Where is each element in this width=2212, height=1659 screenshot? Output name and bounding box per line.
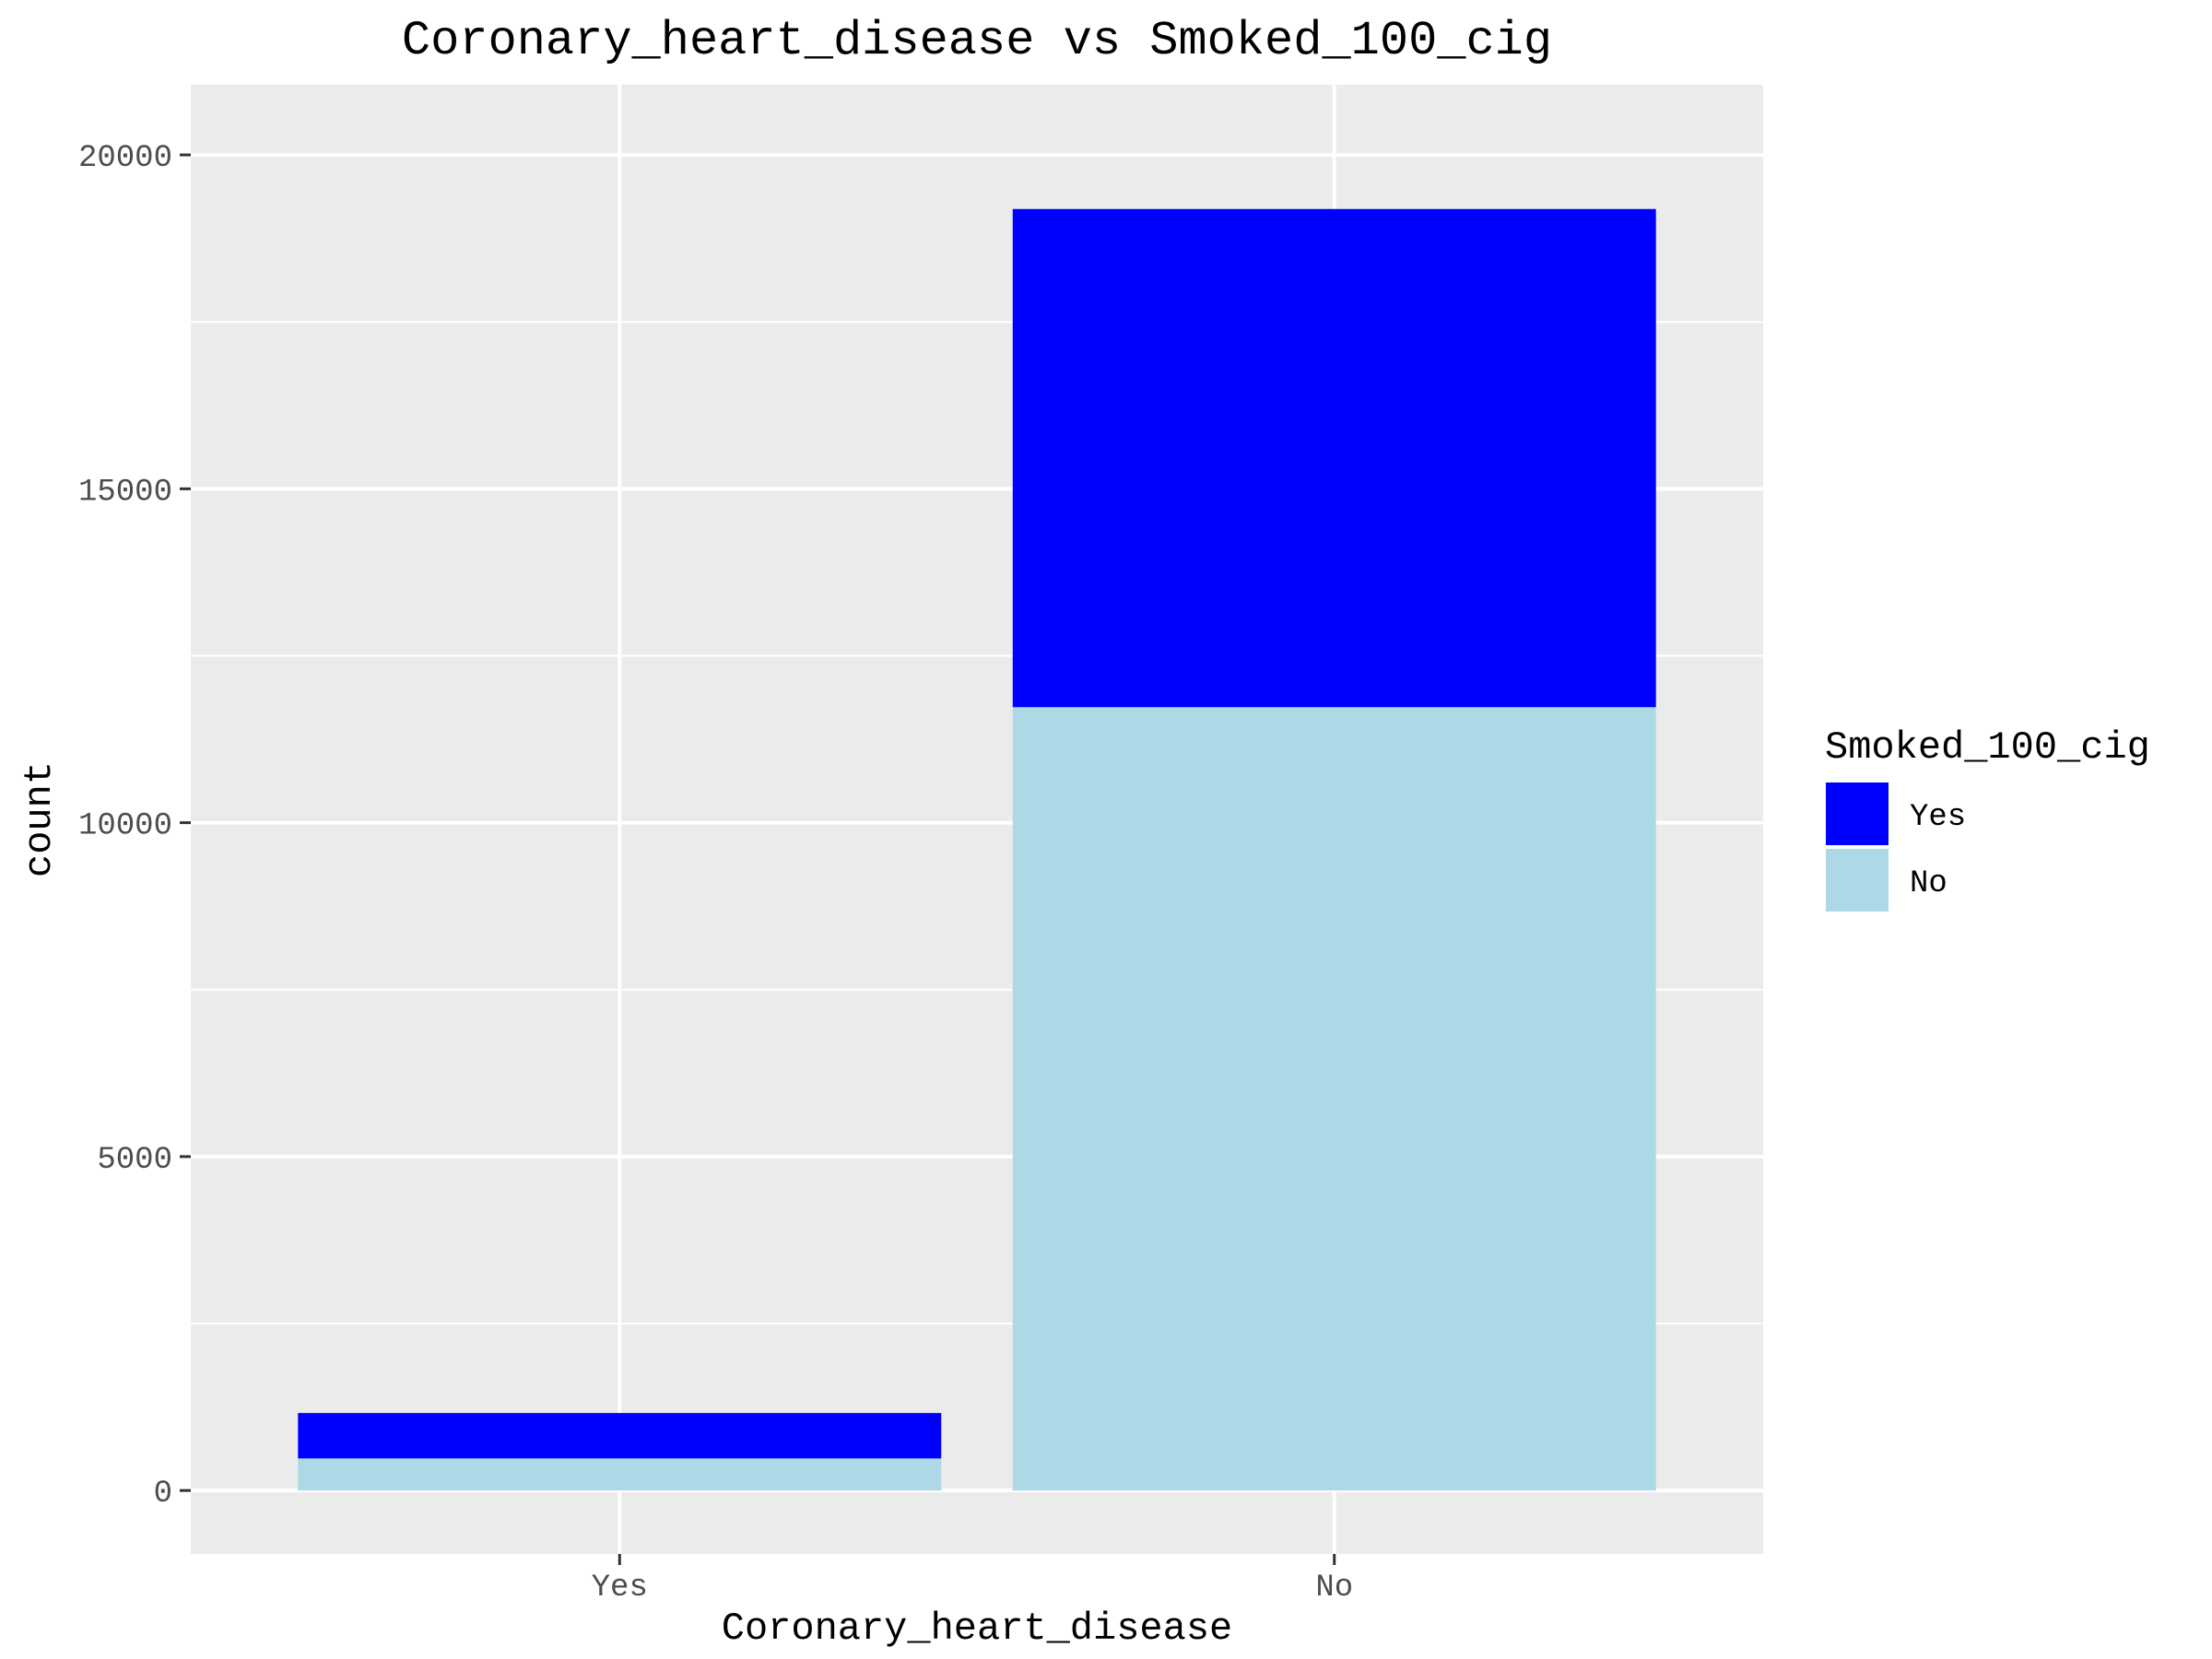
y-axis: 0 5000 10000 15000 20000 [78, 141, 191, 1512]
x-axis-title: Coronary_heart_disease [722, 1606, 1233, 1651]
bars [298, 208, 1656, 1491]
legend-title: Smoked_100_cig [1825, 725, 2150, 770]
y-tick-label: 10000 [78, 809, 172, 844]
x-tick-label: No [1315, 1571, 1353, 1606]
y-tick-label: 5000 [97, 1143, 172, 1178]
bar-no-yes [1012, 208, 1656, 708]
bar-yes-no [298, 1458, 942, 1491]
x-tick-label: Yes [592, 1571, 648, 1606]
chart-title: Coronary_heart_disease vs Smoked_100_cig [402, 14, 1552, 68]
y-tick-label: 15000 [78, 475, 172, 510]
legend-label-no: No [1910, 866, 1947, 901]
legend-label-yes: Yes [1910, 800, 1966, 835]
legend: Smoked_100_cig Yes No [1824, 725, 2150, 913]
x-axis: Yes No [592, 1554, 1353, 1606]
legend-key-no [1824, 847, 1890, 913]
y-axis-title: count [18, 761, 62, 877]
y-tick-label: 0 [154, 1477, 172, 1512]
bar-no-no [1012, 707, 1656, 1491]
legend-key-yes [1824, 781, 1890, 847]
bar-yes-yes [298, 1413, 942, 1459]
y-tick-label: 20000 [78, 141, 172, 176]
